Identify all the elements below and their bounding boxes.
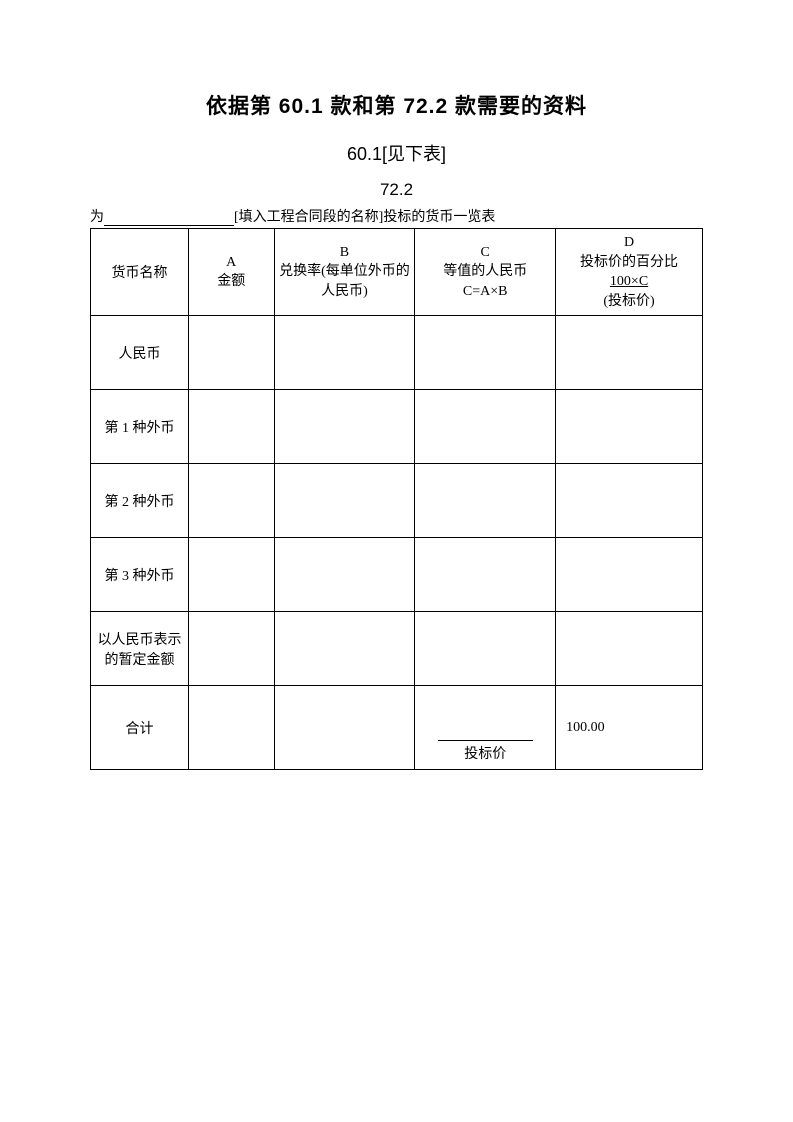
table-row: 第 3 种外币 [91,538,703,612]
total-cell-c: 投标价 [415,686,556,770]
cell-b[interactable] [274,612,415,686]
col-d-line1: D [558,233,700,253]
table-total-row: 合计 投标价 100.00 [91,686,703,770]
cell-c[interactable] [415,390,556,464]
col-a-line1: A [191,253,272,273]
row-label: 第 2 种外币 [91,464,189,538]
table-header-row: 货币名称 A 金额 B 兑换率(每单位外币的人民币) C 等值的人民币 C=A×… [91,229,703,316]
contract-name-blank[interactable] [104,208,234,226]
cell-c[interactable] [415,612,556,686]
page-title: 依据第 60.1 款和第 72.2 款需要的资料 [90,90,703,120]
intro-line: 为 [填入工程合同段的名称]投标的货币一览表 [90,206,703,226]
row-label: 第 3 种外币 [91,538,189,612]
cell-b[interactable] [274,538,415,612]
total-cell-a [188,686,274,770]
col-header-c: C 等值的人民币 C=A×B [415,229,556,316]
cell-a[interactable] [188,316,274,390]
total-percent-cell: 100.00 [556,686,703,770]
cell-c[interactable] [415,538,556,612]
col-header-d: D 投标价的百分比 100×C (投标价) [556,229,703,316]
col-d-line2: 投标价的百分比 [558,253,700,273]
col-header-a: A 金额 [188,229,274,316]
col-a-line2: 金额 [191,272,272,292]
col-b-line2: 兑换率(每单位外币的人民币) [277,262,413,301]
col-c-line1: C [417,243,553,263]
col-c-line2: 等值的人民币 [417,262,553,282]
col-header-name: 货币名称 [91,229,189,316]
cell-b[interactable] [274,316,415,390]
intro-prefix: 为 [90,206,104,226]
row-label: 人民币 [91,316,189,390]
total-label: 合计 [91,686,189,770]
cell-c[interactable] [415,464,556,538]
col-d-line3: 100×C [558,272,700,292]
bid-price-blank[interactable] [438,723,533,741]
cell-d[interactable] [556,464,703,538]
bid-price-label: 投标价 [464,747,506,762]
table-row: 第 2 种外币 [91,464,703,538]
cell-a[interactable] [188,612,274,686]
intro-suffix: [填入工程合同段的名称]投标的货币一览表 [234,206,495,226]
col-d-line4: (投标价) [558,292,700,312]
subtitle-60-1: 60.1[见下表] [90,140,703,166]
cell-b[interactable] [274,390,415,464]
cell-a[interactable] [188,390,274,464]
table-row: 第 1 种外币 [91,390,703,464]
table-row: 人民币 [91,316,703,390]
col-c-line3: C=A×B [417,282,553,302]
cell-b[interactable] [274,464,415,538]
cell-d[interactable] [556,612,703,686]
cell-c[interactable] [415,316,556,390]
cell-d[interactable] [556,316,703,390]
subtitle-72-2: 72.2 [90,180,703,200]
cell-d[interactable] [556,538,703,612]
col-header-b: B 兑换率(每单位外币的人民币) [274,229,415,316]
row-label: 以人民币表示的暂定金额 [91,612,189,686]
cell-a[interactable] [188,538,274,612]
currency-table: 货币名称 A 金额 B 兑换率(每单位外币的人民币) C 等值的人民币 C=A×… [90,228,703,770]
row-label: 第 1 种外币 [91,390,189,464]
col-b-line1: B [277,243,413,263]
total-cell-b [274,686,415,770]
cell-d[interactable] [556,390,703,464]
cell-a[interactable] [188,464,274,538]
table-row: 以人民币表示的暂定金额 [91,612,703,686]
